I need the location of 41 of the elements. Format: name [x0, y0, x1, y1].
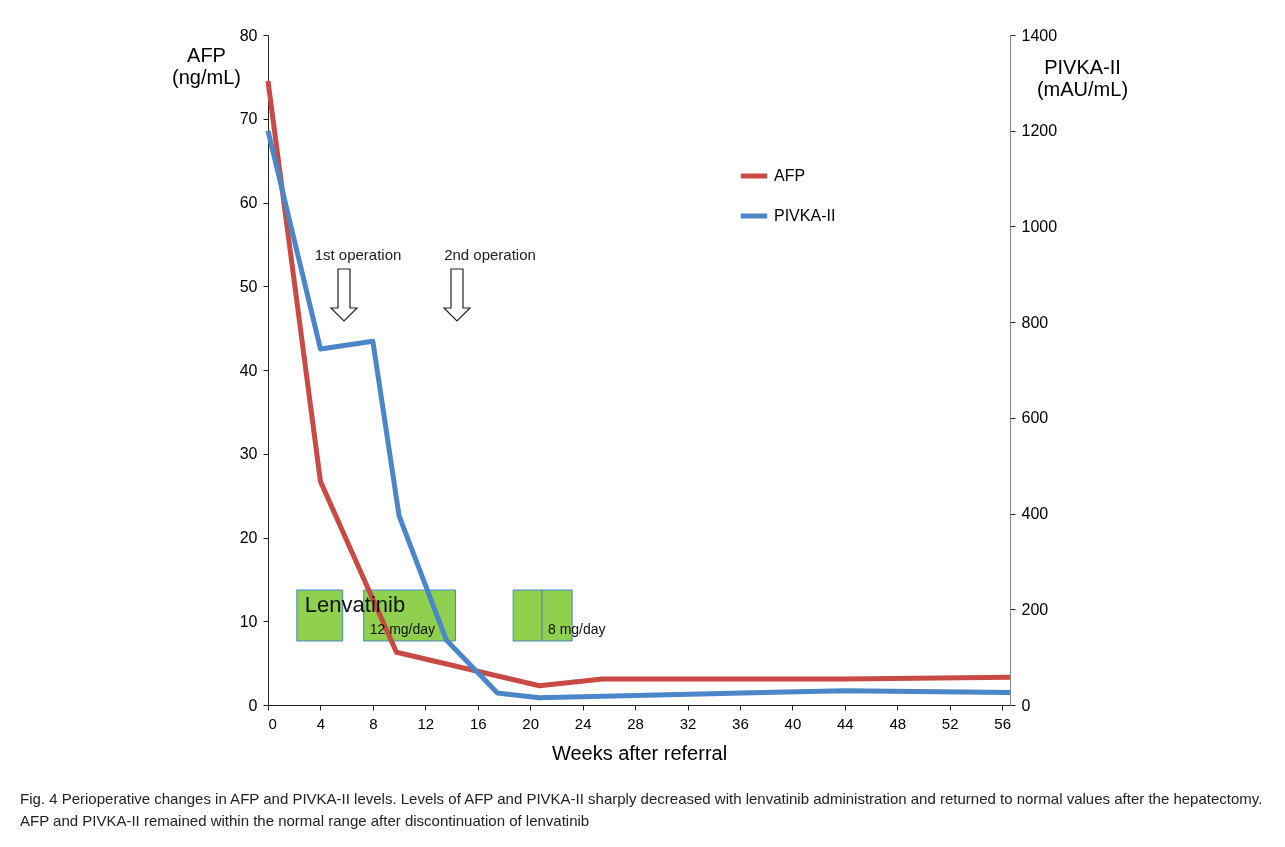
y2-tick-label: 600: [1021, 409, 1049, 427]
x-axis-title: Weeks after referral: [551, 741, 728, 764]
y2-tick-label: 400: [1021, 505, 1049, 523]
x-tick-label: 4: [316, 714, 326, 732]
x-tick-label: 24: [574, 714, 592, 732]
legend-label: AFP: [774, 167, 806, 184]
y-tick-label: 30: [239, 445, 258, 463]
y-tick-label: 40: [239, 361, 258, 379]
y-tick-label: 60: [239, 194, 258, 211]
y-tick-label: 50: [239, 277, 258, 295]
y2-tick-label: 200: [1021, 600, 1049, 618]
y-tick-label: 70: [239, 110, 258, 128]
y-tick-label: 10: [239, 612, 258, 630]
x-tick-label: 36: [732, 714, 749, 732]
y2-axis-title: PIVKA-II (mAU/mL): [1036, 55, 1129, 100]
x-tick-label: 40: [784, 714, 802, 732]
annotation: 1st operation: [314, 246, 402, 263]
caption: Fig. 4 Perioperative changes in AFP and PIVKA-II levels. Levels of AFP and PIVKA-II sharply decreased with lenvatinib administration and returned to normal values after the hepatectomy. AFP and PIVKA-II remained within the normal range after discontinuation of lenvatinib: [20, 789, 1264, 831]
y2-tick-label: 1000: [1021, 217, 1058, 235]
x-tick-label: 28: [627, 714, 644, 732]
x-tick-label: 44: [836, 714, 854, 732]
band-label: 12 mg/day: [369, 621, 436, 637]
x-tick-label: 16: [469, 714, 487, 732]
y-axis-title: AFP (ng/mL): [172, 43, 241, 88]
y2-tick-label: 0: [1021, 696, 1031, 714]
y2-tick-label: 800: [1021, 313, 1049, 331]
x-tick-label: 56: [994, 714, 1011, 732]
y-tick-label: 20: [239, 529, 258, 546]
annotation: 2nd operation: [444, 246, 536, 263]
x-tick-label: 12: [417, 714, 435, 732]
x-tick-label: 48: [889, 714, 907, 732]
y-tick-label: 0: [248, 696, 258, 714]
x-tick-label: 8: [369, 714, 378, 732]
legend-label: PIVKA-II: [774, 207, 836, 224]
x-tick-label: 32: [679, 714, 697, 732]
x-tick-label: 0: [268, 714, 277, 732]
x-tick-label: 20: [522, 714, 540, 732]
x-tick-label: 52: [941, 714, 959, 732]
y2-tick-label: 1200: [1021, 122, 1058, 140]
y-tick-label: 80: [239, 26, 258, 44]
y2-tick-label: 1400: [1021, 26, 1058, 44]
